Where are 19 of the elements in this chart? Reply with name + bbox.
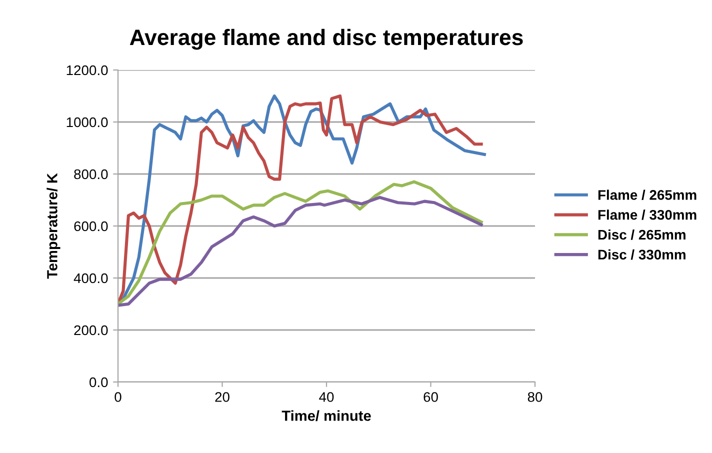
y-tick-label: 600.0 [74, 221, 108, 232]
legend-label: Disc / 265mm [598, 229, 686, 240]
chart-title: Average flame and disc temperatures [130, 28, 523, 50]
y-tick-label: 800.0 [74, 169, 108, 180]
y-tick-label: 1000.0 [66, 117, 108, 128]
y-tick-label: 200.0 [74, 325, 108, 336]
legend-label: Flame / 330mm [598, 210, 696, 220]
legend-label: Flame / 265mm [598, 190, 696, 200]
x-tick-label: 40 [319, 392, 334, 402]
x-tick-label: 0 [114, 392, 122, 402]
x-tick-label: 20 [215, 392, 230, 402]
y-axis-title: Temperature/ K [46, 173, 60, 279]
y-tick-label: 1200.0 [66, 65, 108, 76]
legend-label: Disc / 330mm [598, 249, 686, 260]
x-tick-label: 80 [528, 392, 542, 402]
x-tick-label: 60 [424, 392, 438, 402]
y-tick-label: 400.0 [74, 273, 108, 284]
y-tick-label: 0.0 [90, 377, 108, 388]
x-axis-title: Time/ minute [282, 410, 371, 422]
